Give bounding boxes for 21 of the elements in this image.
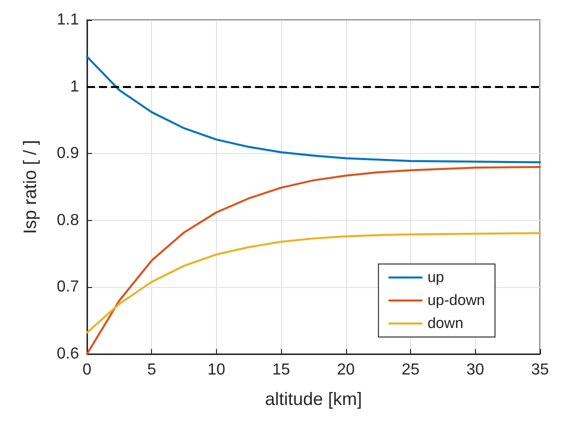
y-tick-label: 0.9 <box>56 145 80 162</box>
legend-label: down <box>427 315 464 332</box>
x-tick-label: 15 <box>272 362 290 378</box>
y-axis-title: Isp ratio [ / ] <box>20 140 40 234</box>
x-tick-label: 35 <box>531 362 549 378</box>
y-tick-label: 1.1 <box>56 12 80 28</box>
line-series <box>86 56 541 164</box>
x-tick-label: 10 <box>208 362 226 378</box>
y-tick-label: 0.7 <box>56 278 80 296</box>
y-tick-label: 1 <box>70 78 80 96</box>
x-tick-label: 5 <box>147 362 156 378</box>
legend-label: up-down <box>427 292 486 309</box>
x-tick-label: 30 <box>466 362 484 378</box>
x-tick-label: 20 <box>336 362 355 378</box>
y-tick-label: 0.8 <box>56 212 80 229</box>
line-series <box>86 232 541 334</box>
x-tick-label: 0 <box>82 362 92 378</box>
x-tick-label: 25 <box>402 362 420 378</box>
y-tick-label: 0.6 <box>56 346 80 362</box>
x-axis-title: altitude [km] <box>264 389 362 409</box>
legend-label: up <box>427 269 444 286</box>
